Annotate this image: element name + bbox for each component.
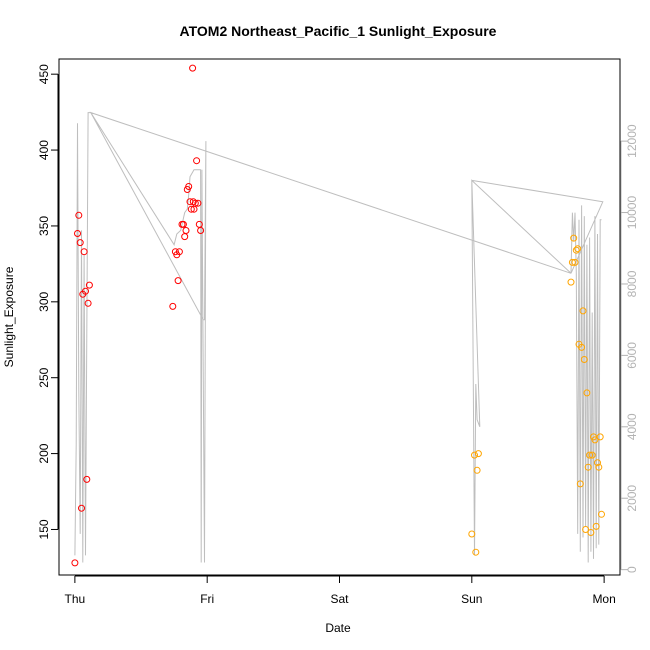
data-point-orange <box>587 529 595 536</box>
data-point-orange <box>591 436 599 444</box>
left-axis-tick-label: 300 <box>37 291 51 311</box>
right-axis-tick-label: 2000 <box>625 485 639 512</box>
data-point-orange <box>468 530 476 538</box>
data-point-orange <box>595 463 603 471</box>
data-point-orange <box>571 258 579 266</box>
right-axis-tick-label: 6000 <box>625 342 639 369</box>
right-axis-tick-label: 8000 <box>625 270 639 297</box>
left-y-axis: 150 200 250 300 350 400 450 <box>37 64 59 539</box>
data-point-red <box>179 220 187 228</box>
data-point-orange <box>594 459 601 467</box>
data-point-orange <box>567 278 575 286</box>
data-point-red <box>84 299 92 307</box>
data-point-orange <box>579 307 587 315</box>
data-point-red <box>189 198 197 206</box>
data-point-orange <box>584 463 592 471</box>
x-axis-tick-label: Thu <box>65 592 86 606</box>
data-point-orange <box>472 548 480 556</box>
x-axis-label: Date <box>325 621 351 635</box>
data-point-orange <box>576 480 584 488</box>
right-axis-tick-label: 4000 <box>625 413 639 440</box>
data-point-red <box>187 205 195 213</box>
data-point-red <box>169 302 177 310</box>
left-axis-tick-label: 400 <box>37 140 51 160</box>
data-point-red <box>185 183 193 190</box>
data-point-orange <box>568 258 576 266</box>
x-axis: Thu Fri Sat Sun Mon <box>65 575 616 606</box>
data-point-red <box>189 64 197 72</box>
data-point-red <box>80 248 88 256</box>
data-point-orange <box>592 522 600 530</box>
data-point-orange <box>574 245 582 253</box>
data-point-red <box>191 199 199 207</box>
data-point-orange <box>598 510 605 518</box>
right-axis-line-series <box>74 111 604 563</box>
data-point-red <box>71 559 79 567</box>
left-axis-tick-label: 450 <box>37 64 51 84</box>
data-point-red <box>194 199 202 207</box>
data-point-red <box>76 239 84 247</box>
data-point-orange <box>471 451 478 459</box>
left-axis-tick-label: 150 <box>37 519 51 539</box>
data-point-orange <box>580 356 588 363</box>
data-point-orange <box>570 234 578 242</box>
point-series-layer <box>71 64 605 567</box>
data-point-orange <box>474 450 482 458</box>
left-axis-tick-label: 200 <box>37 443 51 463</box>
data-point-red <box>78 504 85 512</box>
data-point-red <box>75 211 83 219</box>
right-axis-tick-label: 10000 <box>625 196 639 230</box>
data-point-orange <box>586 451 594 459</box>
data-point-red <box>85 281 93 289</box>
right-y-axis: 0 2000 4000 6000 8000 10000 12000 <box>620 124 639 573</box>
chart-title: ATOM2 Northeast_Pacific_1 Sunlight_Expos… <box>180 23 497 39</box>
right-axis-tick-label: 12000 <box>625 124 639 158</box>
plot-area-border <box>58 58 621 576</box>
left-axis-tick-label: 250 <box>37 367 51 387</box>
x-axis-tick-label: Sun <box>461 592 482 606</box>
data-point-red <box>197 227 205 234</box>
data-point-orange <box>588 451 596 459</box>
x-axis-tick-label: Sat <box>330 592 349 606</box>
data-point-red <box>82 287 89 295</box>
data-point-orange <box>596 433 604 441</box>
data-point-orange <box>583 389 591 397</box>
data-point-red <box>181 233 189 241</box>
x-axis-tick-label: Fri <box>200 592 214 606</box>
data-point-red <box>175 248 183 256</box>
data-point-red <box>193 157 201 165</box>
data-point-red <box>182 227 190 234</box>
y-axis-label: Sunlight_Exposure <box>2 266 16 367</box>
data-point-orange <box>578 343 586 351</box>
data-point-orange <box>582 526 590 533</box>
x-axis-tick-label: Mon <box>592 592 615 606</box>
data-point-red <box>83 475 91 483</box>
data-point-orange <box>572 246 580 254</box>
left-axis-tick-label: 350 <box>37 216 51 236</box>
line-series-layer <box>74 111 604 563</box>
data-point-red <box>174 277 182 285</box>
right-axis-tick-label: 0 <box>625 566 639 573</box>
data-point-orange <box>473 466 481 474</box>
data-point-red <box>74 230 81 237</box>
